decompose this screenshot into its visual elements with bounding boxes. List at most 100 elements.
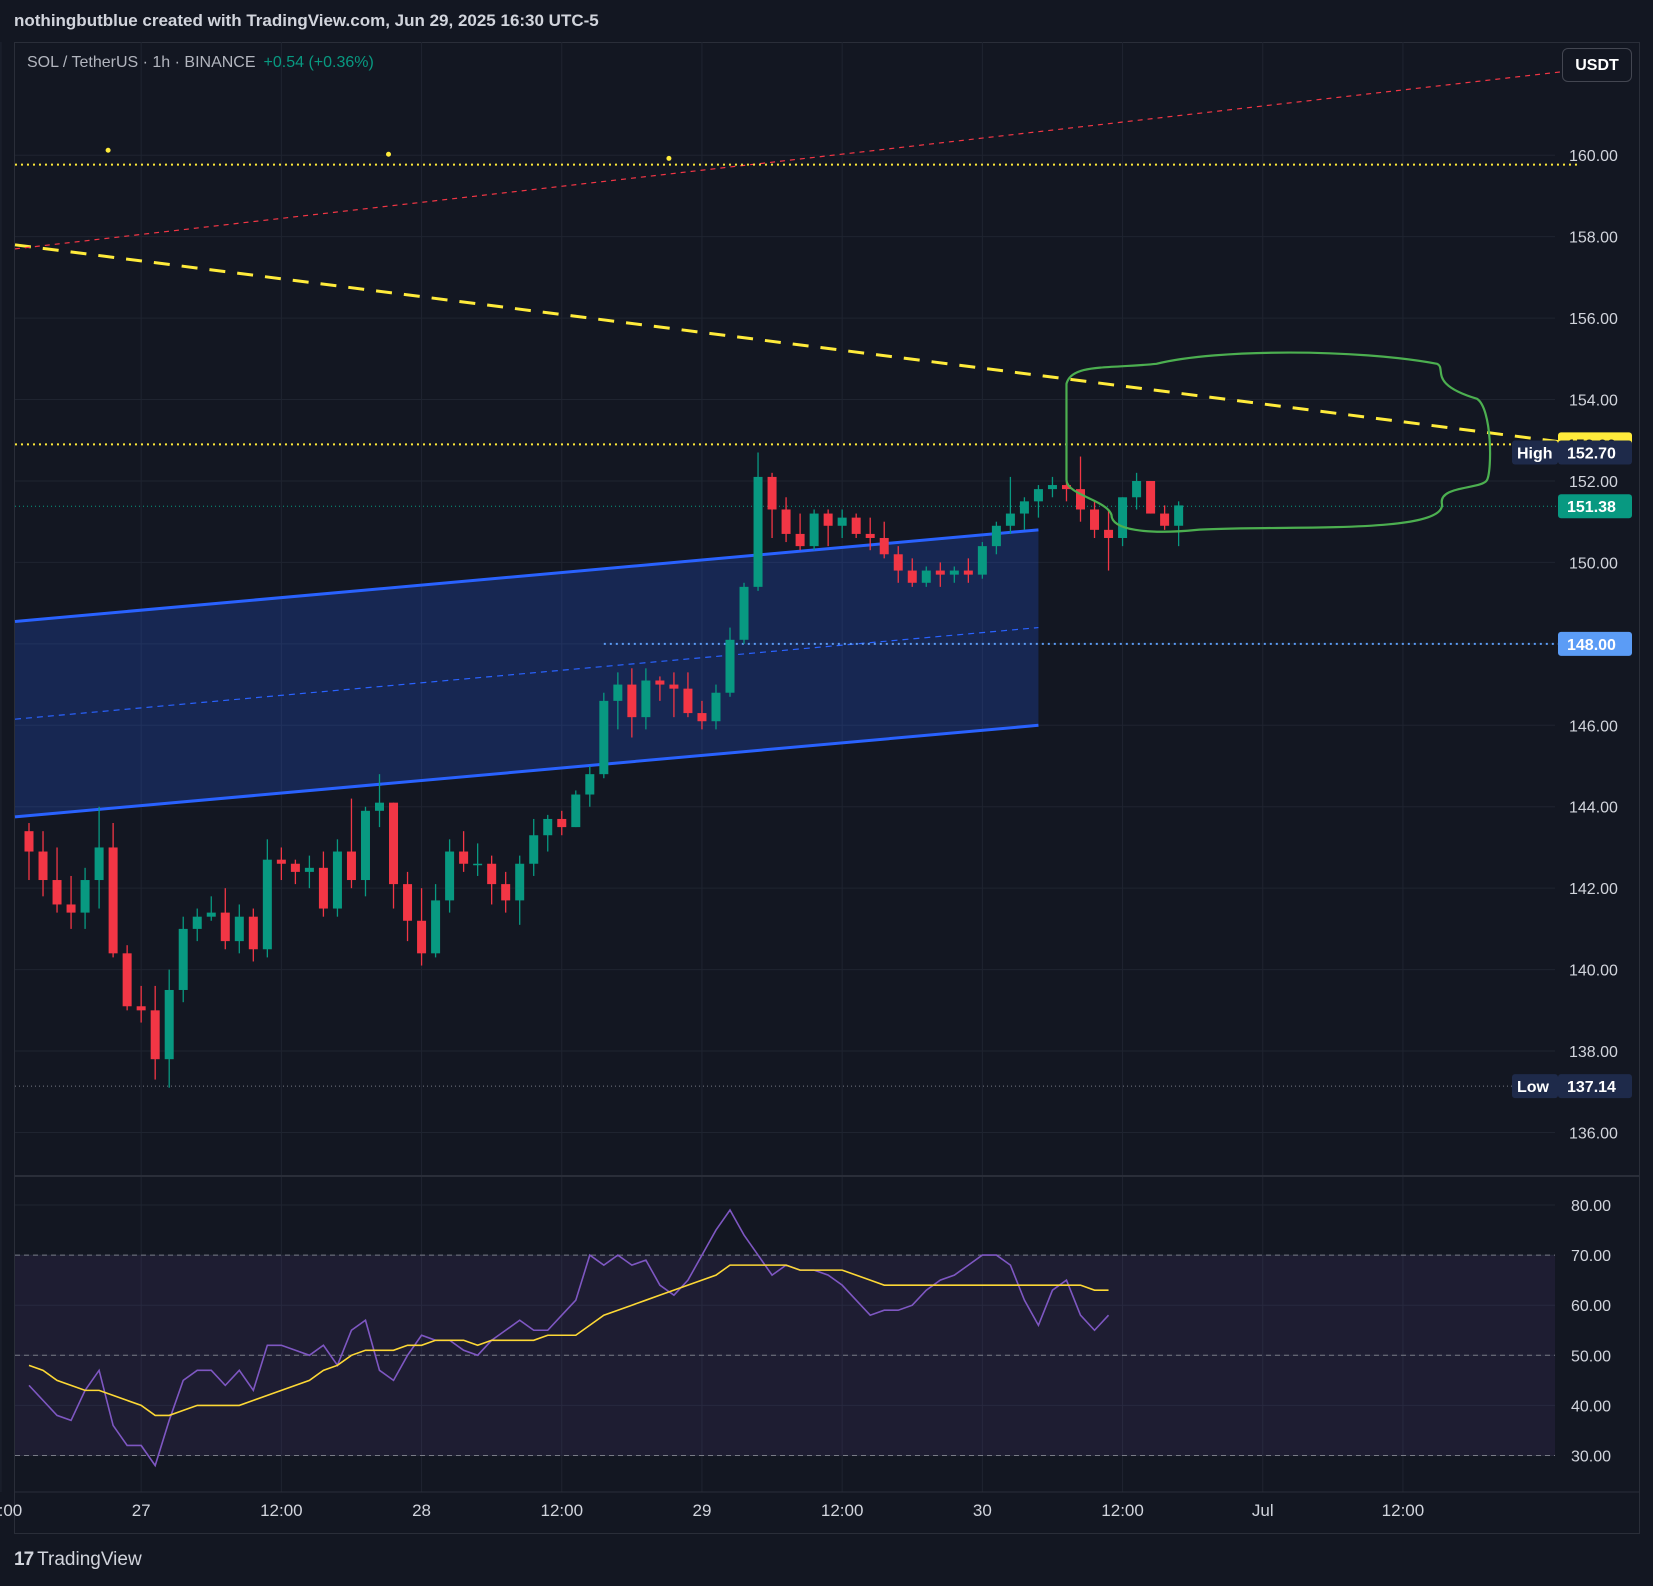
candle-body	[613, 684, 623, 701]
candle-body	[234, 916, 244, 942]
price-badge-tag-1	[1512, 440, 1558, 465]
candle-body	[571, 794, 581, 828]
price-tick-label: 138.00	[1569, 1044, 1618, 1061]
candle-body	[206, 912, 216, 917]
candle-body	[893, 554, 903, 571]
symbol-legend[interactable]: SOL / TetherUS · 1h · BINANCE +0.54 (+0.3…	[27, 54, 374, 72]
candle-body	[627, 684, 637, 718]
symbol-change: +0.54 (+0.36%)	[263, 54, 374, 71]
reference-line-1	[14, 69, 1580, 250]
candle-body	[865, 533, 875, 538]
chart-header: nothingbutblue created with TradingView.…	[0, 0, 1653, 42]
price-badge-value: 137.14	[1567, 1079, 1616, 1096]
candle-body	[683, 688, 693, 714]
candle-body	[879, 537, 889, 555]
candle-body	[318, 867, 328, 909]
candle-body	[963, 570, 973, 575]
candle-body	[1076, 489, 1085, 510]
candle-body	[38, 851, 48, 881]
rsi-tick-label: 40.00	[1571, 1398, 1611, 1415]
candle-body	[949, 570, 959, 575]
alert-marker-2	[666, 155, 672, 161]
price-tick-label: 158.00	[1569, 230, 1618, 247]
rsi-tick-label: 70.00	[1571, 1248, 1611, 1265]
candle-body	[52, 880, 62, 905]
candle-body	[809, 513, 819, 547]
tradingview-logo-icon: 17	[14, 1549, 34, 1570]
price-tick-label: 146.00	[1569, 718, 1618, 735]
footer: 17 TradingView	[0, 1535, 1653, 1586]
candle-body	[136, 1006, 146, 1011]
candle-body	[1090, 509, 1100, 530]
candle-body	[262, 859, 272, 950]
candle-body	[977, 546, 987, 575]
rsi-ma-line	[28, 1264, 1109, 1417]
tradingview-logo[interactable]: 17 TradingView	[14, 1549, 142, 1571]
candle-body	[1047, 485, 1057, 490]
price-badge-label: Low	[1517, 1079, 1550, 1096]
candle-body	[360, 810, 370, 881]
candle-body	[599, 700, 609, 775]
symbol-name: SOL / TetherUS · 1h · BINANCE	[27, 54, 256, 71]
candle-body	[473, 863, 483, 866]
candle-body	[1005, 513, 1015, 526]
price-tick-label: 140.00	[1569, 963, 1618, 980]
candle-body	[725, 639, 735, 693]
price-badge-value: 148.00	[1567, 637, 1616, 654]
candle-body	[543, 818, 553, 836]
price-badge-3	[1558, 631, 1632, 656]
time-tick-label: 12:00	[0, 1501, 22, 1520]
candle-body	[1146, 480, 1156, 514]
candle-body	[753, 476, 763, 587]
rsi-tick-label: 80.00	[1571, 1198, 1611, 1215]
candle-body	[487, 863, 497, 885]
candle-body	[711, 692, 721, 722]
time-tick-label: 12:00	[821, 1501, 864, 1520]
price-tick-label: 142.00	[1569, 881, 1618, 898]
alert-marker-1	[386, 151, 392, 157]
candle-body	[375, 802, 384, 811]
candle-body	[529, 835, 539, 864]
candle-body	[1174, 505, 1184, 526]
candle-body	[403, 884, 413, 921]
candle-body	[459, 851, 469, 864]
rsi-tick-label: 30.00	[1571, 1449, 1611, 1466]
price-tick-label: 136.00	[1569, 1126, 1618, 1143]
currency-button[interactable]: USDT	[1562, 48, 1632, 82]
candle-body	[24, 831, 34, 852]
price-tick-label: 150.00	[1569, 555, 1618, 572]
candle-body	[851, 517, 861, 534]
channel-upper-line	[14, 528, 1039, 623]
price-tick-label: 152.00	[1569, 474, 1618, 491]
price-tick-label: 154.00	[1569, 393, 1618, 410]
alert-marker-0	[105, 147, 111, 153]
price-badge-label: High	[1517, 445, 1553, 462]
candle-body	[1118, 497, 1128, 538]
time-tick-label: 12:00	[540, 1501, 583, 1520]
candle-body	[220, 912, 230, 942]
candle-body	[276, 859, 286, 864]
time-tick-label: 28	[412, 1501, 431, 1520]
rsi-line	[28, 1208, 1110, 1468]
candle-body	[669, 684, 679, 689]
candle-body	[122, 953, 132, 1007]
price-badge-value: 152.70	[1567, 445, 1616, 462]
candle-body	[1104, 529, 1114, 538]
price-badge-tag-4	[1512, 1074, 1558, 1099]
candle-body	[346, 851, 356, 881]
candle-body	[108, 847, 118, 954]
price-tick-label: 156.00	[1569, 311, 1618, 328]
candle-body	[192, 916, 202, 929]
channel-fill	[14, 529, 1039, 817]
candle-body	[781, 509, 791, 534]
annotation-circle	[1065, 351, 1492, 533]
candle-body	[445, 851, 455, 901]
candle-body	[557, 818, 567, 828]
candle-body	[907, 570, 917, 583]
time-tick-label: 29	[692, 1501, 711, 1520]
candle-body	[178, 928, 188, 990]
candle-body	[150, 1010, 160, 1060]
tradingview-logo-text: TradingView	[37, 1549, 142, 1570]
time-tick-label: 30	[973, 1501, 992, 1520]
